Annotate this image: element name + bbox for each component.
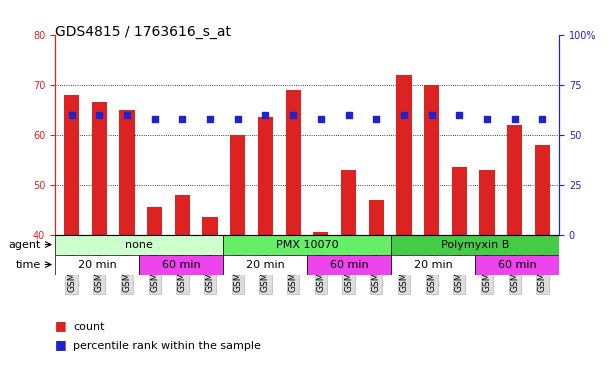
Text: 60 min: 60 min bbox=[498, 260, 536, 270]
Point bbox=[510, 116, 519, 122]
Text: 20 min: 20 min bbox=[414, 260, 452, 270]
Text: 60 min: 60 min bbox=[162, 260, 200, 270]
Bar bbox=[119, 109, 134, 235]
Bar bbox=[535, 144, 550, 235]
Point bbox=[455, 111, 464, 118]
Bar bbox=[139, 255, 223, 275]
Bar bbox=[64, 94, 79, 235]
Bar bbox=[202, 217, 218, 235]
Bar bbox=[92, 102, 107, 235]
Bar bbox=[341, 170, 356, 235]
Point bbox=[538, 116, 547, 122]
Bar bbox=[391, 255, 475, 275]
Bar bbox=[307, 255, 391, 275]
Bar bbox=[258, 117, 273, 235]
Bar bbox=[424, 84, 439, 235]
Bar bbox=[55, 255, 139, 275]
Text: agent: agent bbox=[9, 240, 41, 250]
Bar bbox=[391, 235, 559, 255]
Text: count: count bbox=[73, 322, 105, 332]
Text: 20 min: 20 min bbox=[78, 260, 116, 270]
Text: time: time bbox=[16, 260, 41, 270]
Point bbox=[95, 111, 104, 118]
Point bbox=[67, 111, 76, 118]
Point bbox=[233, 116, 243, 122]
Point bbox=[205, 116, 215, 122]
Point bbox=[178, 116, 188, 122]
Bar bbox=[175, 195, 190, 235]
Bar bbox=[230, 134, 246, 235]
Bar bbox=[55, 235, 223, 255]
Bar bbox=[285, 89, 301, 235]
Bar bbox=[397, 74, 412, 235]
Bar bbox=[507, 124, 522, 235]
Text: GDS4815 / 1763616_s_at: GDS4815 / 1763616_s_at bbox=[55, 25, 231, 39]
Text: 20 min: 20 min bbox=[246, 260, 284, 270]
Point bbox=[343, 111, 353, 118]
Point bbox=[150, 116, 159, 122]
Point bbox=[122, 111, 132, 118]
Bar bbox=[313, 232, 329, 235]
Bar bbox=[475, 255, 559, 275]
Point bbox=[371, 116, 381, 122]
Point bbox=[316, 116, 326, 122]
Text: 60 min: 60 min bbox=[330, 260, 368, 270]
Bar bbox=[480, 170, 495, 235]
Point bbox=[261, 111, 271, 118]
Point bbox=[426, 111, 436, 118]
Text: Polymyxin B: Polymyxin B bbox=[441, 240, 509, 250]
Bar bbox=[223, 235, 391, 255]
Bar bbox=[147, 207, 163, 235]
Bar bbox=[368, 200, 384, 235]
Text: none: none bbox=[125, 240, 153, 250]
Text: PMX 10070: PMX 10070 bbox=[276, 240, 338, 250]
Text: percentile rank within the sample: percentile rank within the sample bbox=[73, 341, 261, 351]
Point bbox=[288, 111, 298, 118]
Text: ■: ■ bbox=[55, 338, 67, 351]
Point bbox=[399, 111, 409, 118]
Point bbox=[482, 116, 492, 122]
Bar bbox=[452, 167, 467, 235]
Bar bbox=[223, 255, 307, 275]
Text: ■: ■ bbox=[55, 319, 67, 332]
